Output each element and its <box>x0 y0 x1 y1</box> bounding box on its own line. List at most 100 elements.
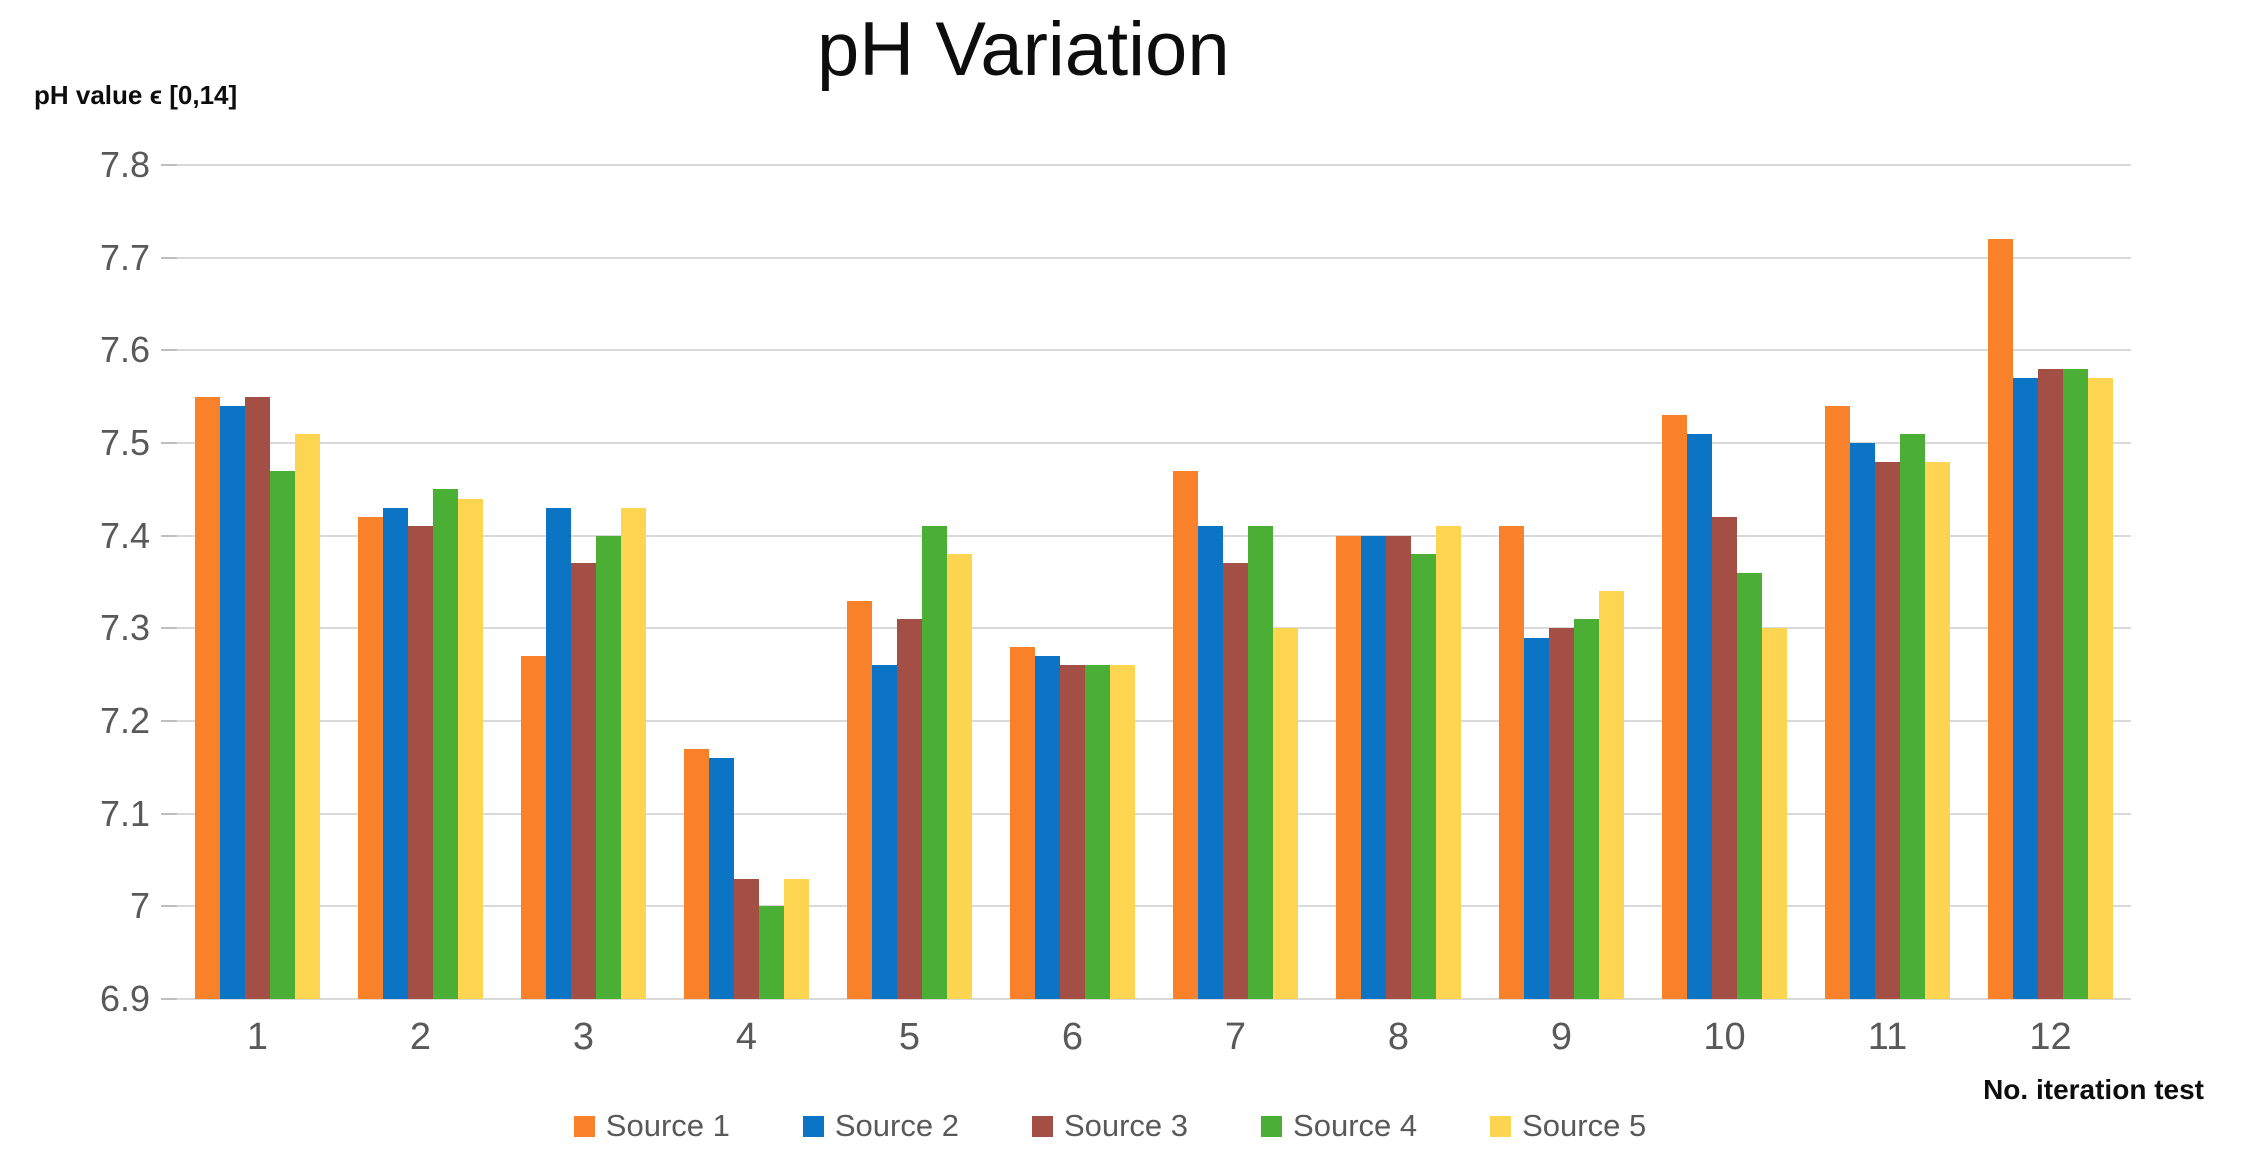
x-tick-label: 10 <box>1703 1016 1746 1058</box>
bar-source1-group2 <box>358 517 383 999</box>
legend-swatch-icon <box>1490 1115 1512 1137</box>
bar-source5-group11 <box>1925 461 1950 999</box>
y-axis-tick <box>161 905 177 908</box>
gridline <box>177 164 2131 166</box>
gridline <box>177 349 2131 352</box>
legend-item-source-2: Source 2 <box>802 1108 959 1144</box>
bar-source1-group6 <box>1010 646 1035 999</box>
y-axis-tick <box>161 627 177 630</box>
bar-source1-group11 <box>1825 405 1850 999</box>
legend-swatch-icon <box>1261 1115 1283 1137</box>
bar-source5-group7 <box>1273 628 1298 999</box>
bar-source5-group6 <box>1110 665 1135 999</box>
bar-source2-group5 <box>872 665 897 999</box>
gridline <box>177 534 2131 537</box>
bar-source1-group5 <box>847 600 872 999</box>
bar-source1-group10 <box>1662 415 1687 999</box>
y-axis-tick <box>161 720 177 722</box>
bar-source3-group4 <box>734 878 759 999</box>
bar-source3-group10 <box>1712 517 1737 999</box>
legend-item-source-5: Source 5 <box>1490 1108 1646 1144</box>
bar-source1-group8 <box>1336 535 1361 999</box>
bar-source5-group10 <box>1762 628 1787 999</box>
bar-source3-group5 <box>897 619 922 999</box>
bar-source1-group12 <box>1988 239 2013 999</box>
gridline <box>177 720 2131 722</box>
bar-source4-group8 <box>1411 554 1436 999</box>
bar-source2-group1 <box>220 405 245 999</box>
bar-source5-group4 <box>784 878 809 999</box>
bar-source2-group10 <box>1687 433 1712 999</box>
x-tick-label: 9 <box>1550 1016 1573 1058</box>
bar-source3-group7 <box>1223 563 1248 999</box>
bar-source2-group4 <box>709 758 734 999</box>
bar-source4-group12 <box>2063 368 2088 999</box>
bar-source5-group1 <box>295 433 320 999</box>
bar-source2-group7 <box>1198 526 1223 999</box>
x-tick-label: 5 <box>898 1016 921 1058</box>
x-tick-label: 3 <box>572 1016 595 1058</box>
legend-label: Source 2 <box>834 1108 959 1143</box>
bar-source3-group6 <box>1060 665 1085 999</box>
gridline <box>177 256 2131 259</box>
y-tick-label: 7.5 <box>99 422 150 463</box>
bar-source4-group3 <box>596 535 621 999</box>
y-tick-label: 6.9 <box>99 978 150 1019</box>
y-axis-tick <box>161 349 177 352</box>
x-tick-label: 8 <box>1387 1016 1410 1058</box>
bar-source4-group4 <box>759 906 784 999</box>
bar-source2-group2 <box>383 507 408 999</box>
y-axis-tick <box>161 256 177 259</box>
bar-source1-group1 <box>195 396 220 999</box>
bar-source1-group7 <box>1173 470 1198 999</box>
y-axis-tick <box>161 442 177 444</box>
legend-item-source-1: Source 1 <box>573 1108 730 1144</box>
y-axis-title: pH value ϵ [0,14] <box>34 80 238 110</box>
y-tick-label: 7.8 <box>99 144 150 185</box>
bar-source1-group3 <box>521 656 546 999</box>
bar-source3-group12 <box>2038 368 2063 999</box>
legend-label: Source 4 <box>1293 1108 1418 1143</box>
bar-source5-group3 <box>621 507 646 999</box>
legend-swatch-icon <box>1031 1115 1053 1137</box>
legend-item-source-3: Source 3 <box>1031 1108 1189 1144</box>
y-axis-tick <box>161 534 177 537</box>
bar-source1-group9 <box>1499 526 1524 999</box>
x-tick-label: 1 <box>246 1016 269 1058</box>
x-tick-label: 4 <box>735 1016 758 1058</box>
bar-source4-group6 <box>1085 665 1110 999</box>
x-tick-label: 6 <box>1061 1016 1084 1058</box>
y-axis-tick <box>161 998 177 1000</box>
legend-label: Source 3 <box>1063 1108 1189 1143</box>
bar-source4-group2 <box>433 489 458 999</box>
x-axis-title: No. iteration test <box>1983 1074 2204 1105</box>
x-tick-label: 7 <box>1224 1016 1247 1058</box>
y-tick-label: 7.3 <box>99 607 150 649</box>
bar-source3-group11 <box>1875 461 1900 999</box>
bar-source5-group5 <box>947 554 972 999</box>
bar-source4-group7 <box>1248 526 1273 999</box>
bar-source4-group5 <box>922 526 947 999</box>
legend-label: Source 1 <box>605 1108 730 1143</box>
gridline <box>177 442 2131 444</box>
bar-source5-group8 <box>1436 526 1461 999</box>
gridline <box>177 905 2131 908</box>
y-tick-label: 7.1 <box>99 792 150 834</box>
bar-source4-group10 <box>1737 572 1762 999</box>
legend-swatch-icon <box>573 1115 595 1137</box>
gridline <box>177 812 2131 815</box>
legend-item-source-4: Source 4 <box>1261 1108 1417 1144</box>
y-tick-label: 7.4 <box>99 514 150 556</box>
bar-source1-group4 <box>684 748 709 999</box>
bar-source3-group8 <box>1386 535 1411 999</box>
bar-source3-group2 <box>408 526 433 999</box>
y-tick-label: 7.2 <box>99 700 150 741</box>
gridline <box>177 998 2131 1000</box>
bar-source5-group9 <box>1599 591 1624 999</box>
bar-source3-group9 <box>1549 628 1574 999</box>
bar-source5-group12 <box>2088 378 2113 999</box>
bar-source4-group1 <box>270 470 295 999</box>
y-axis-tick <box>161 164 177 166</box>
y-tick-label: 7.7 <box>99 236 150 278</box>
bar-source2-group11 <box>1850 443 1875 999</box>
